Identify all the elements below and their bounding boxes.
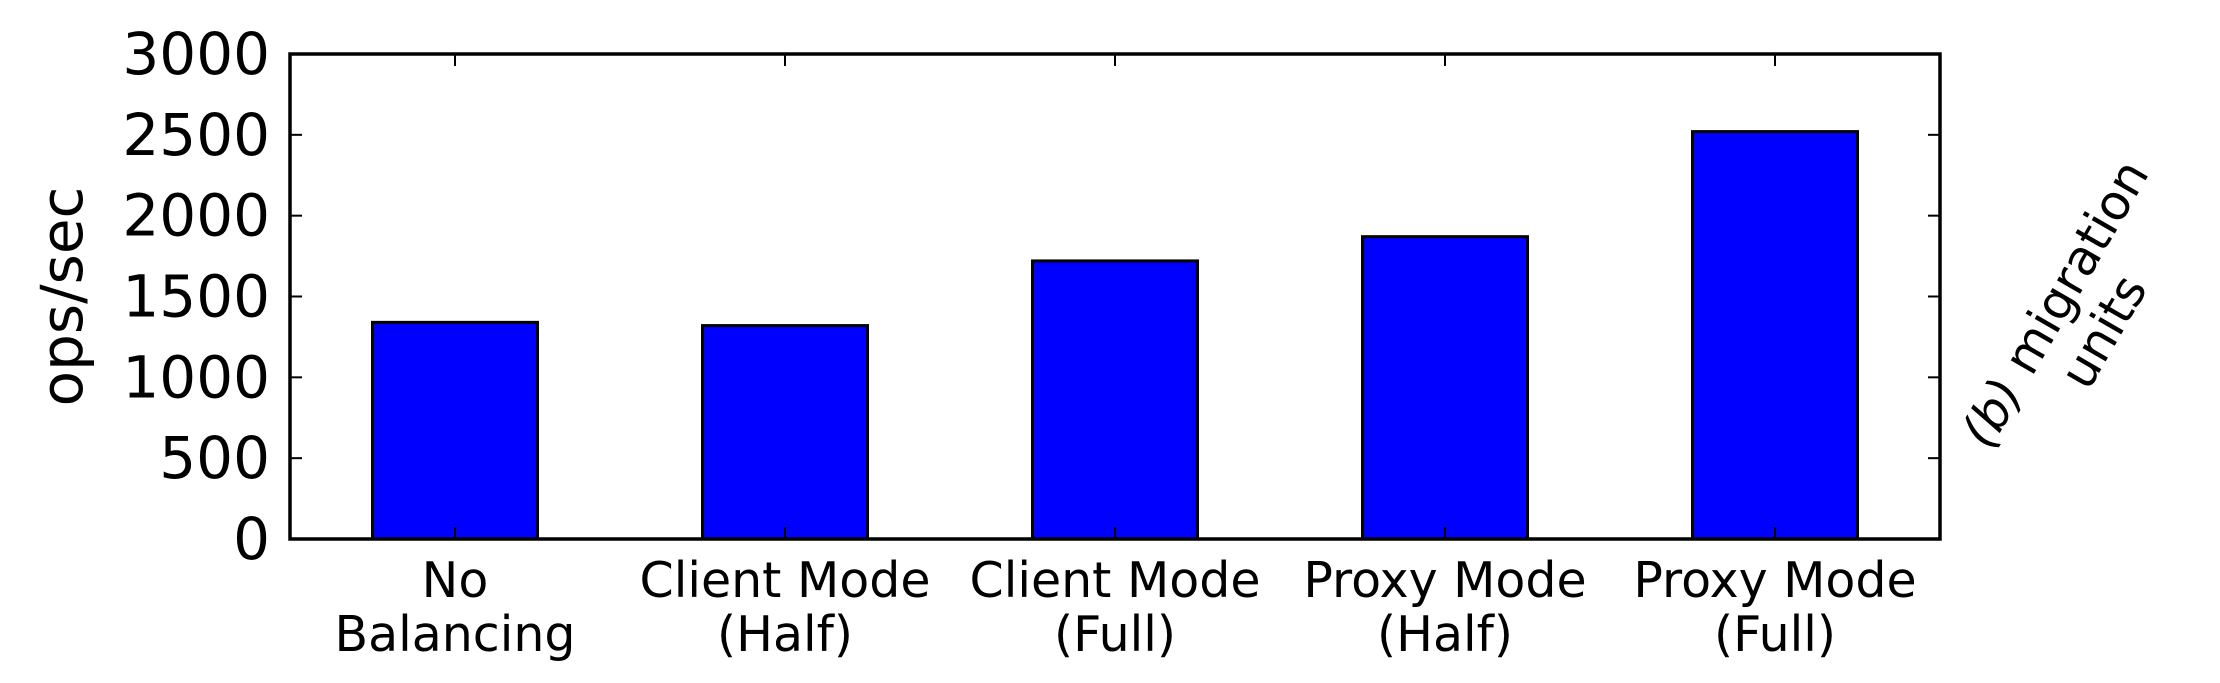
y-tick-label: 1500 [122, 263, 270, 331]
bar [1031, 259, 1199, 541]
y-tick-label: 0 [233, 505, 270, 573]
x-tick-label: Proxy Mode [1303, 552, 1586, 609]
bar [1691, 130, 1859, 541]
x-tick-label: (Full) [1054, 606, 1176, 663]
bar [371, 320, 539, 541]
y-tick-label: 2500 [122, 101, 270, 169]
y-axis-label: ops/sec [28, 187, 96, 407]
x-tick-label: Balancing [334, 606, 575, 663]
x-tick-label: Client Mode [640, 552, 931, 609]
bars-layer [371, 130, 1859, 541]
y-tick-label: 2000 [122, 182, 270, 250]
y-tick-label: 3000 [122, 20, 270, 88]
x-tick-label: (Half) [717, 606, 853, 663]
x-tick-label: No [422, 552, 489, 609]
y-tick-labels: 0 500 1000 1500 2000 2500 3000 [122, 20, 270, 573]
x-tick-label: (Half) [1377, 606, 1513, 663]
bar [1361, 235, 1529, 541]
x-tick-label: (Full) [1714, 606, 1836, 663]
y-tick-label: 1000 [122, 343, 270, 411]
y-tick-label: 500 [159, 424, 270, 492]
x-tick-label: Client Mode [970, 552, 1261, 609]
bar [701, 324, 869, 541]
plot-frame [288, 52, 1942, 541]
x-tick-label: Proxy Mode [1633, 552, 1916, 609]
